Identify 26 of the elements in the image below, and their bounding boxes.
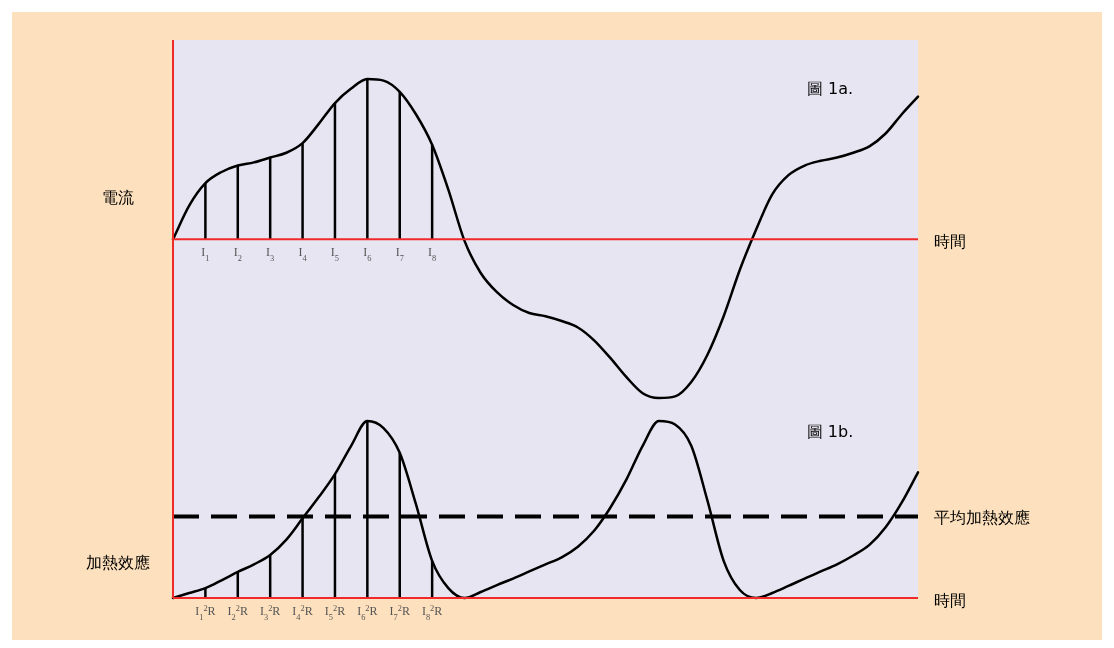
x-tick-label: I$_{7}$ (395, 245, 404, 263)
bar (204, 183, 207, 240)
x-tick-label: I$_{4}$$^{2}$R (292, 603, 313, 622)
y-axis-title: 電流 (102, 188, 134, 207)
x-tick-label: I$_{1}$ (201, 245, 210, 263)
x-tick-label: I$_{6}$$^{2}$R (357, 603, 378, 622)
ref-line-label: 平均加熱效應 (934, 507, 1030, 527)
x-tick-label: I$_{5}$$^{2}$R (324, 603, 346, 622)
annotation: 圖 1a. (806, 79, 854, 98)
x-tick-label: I$_{2}$ (233, 245, 242, 263)
y-axis-title: 加熱效應 (86, 553, 150, 572)
annotation: 圖 1b. (806, 422, 854, 441)
x-tick-label: I$_{8}$ (428, 245, 437, 263)
bar (301, 143, 304, 240)
x-tick-label: I$_{7}$$^{2}$R (389, 603, 410, 622)
bar (398, 91, 401, 240)
x-axis-title: 時間 (934, 232, 966, 252)
x-tick-label: I$_{8}$$^{2}$R (421, 603, 443, 622)
x-tick-label: I$_{5}$ (330, 245, 340, 263)
x-tick-label: I$_{6}$ (363, 245, 372, 263)
x-axis-title: 時間 (934, 591, 966, 610)
x-tick-label: I$_{1}$$^{2}$R (195, 603, 216, 622)
x-tick-label: I$_{4}$ (298, 245, 308, 263)
x-tick-label: I$_{3}$$^{2}$R (259, 603, 281, 622)
x-tick-label: I$_{3}$ (266, 245, 275, 263)
x-tick-label: I$_{2}$$^{2}$R (227, 603, 248, 622)
